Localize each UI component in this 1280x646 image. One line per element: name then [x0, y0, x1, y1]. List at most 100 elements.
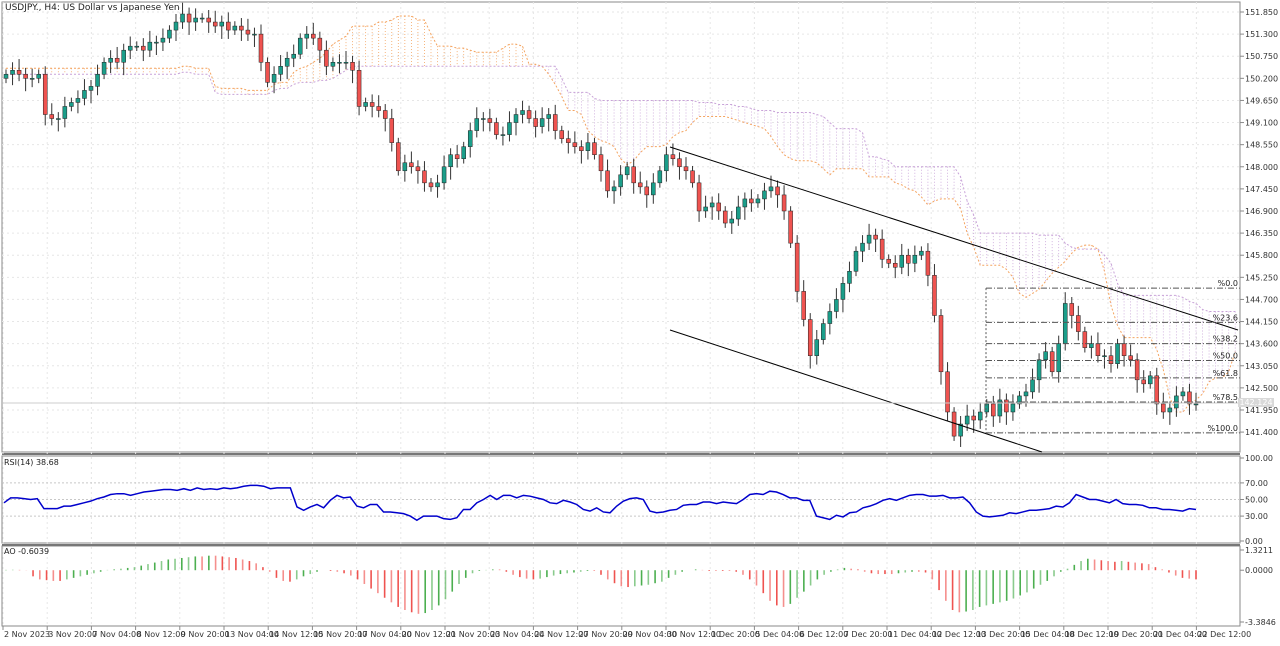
- candle-body: [252, 33, 257, 36]
- candle-body: [624, 166, 630, 176]
- candle-body: [1154, 375, 1160, 405]
- channel-lower-trendline[interactable]: [669, 329, 1043, 453]
- candle-body: [1141, 379, 1146, 385]
- candle-body: [448, 154, 453, 168]
- candle-body: [788, 210, 793, 244]
- candle-body: [736, 206, 741, 220]
- candle-body: [683, 166, 689, 172]
- time-axis-label: 24 Nov 12:00: [534, 630, 588, 639]
- candle-body: [1167, 407, 1173, 413]
- candle-body: [23, 74, 28, 79]
- candle-body: [892, 263, 898, 268]
- candle-body: [552, 114, 558, 131]
- candle-body: [1115, 343, 1120, 364]
- candle-body: [899, 254, 905, 268]
- channel-upper-trendline[interactable]: [669, 146, 1239, 331]
- candle-body: [631, 166, 636, 184]
- candle-body: [709, 202, 715, 208]
- candle-body: [507, 122, 512, 135]
- price-axis-label: 141.950: [1245, 406, 1278, 415]
- candle-body: [88, 86, 94, 91]
- fib-level-label: %100.0: [1207, 424, 1238, 433]
- candle-body: [441, 166, 447, 184]
- time-axis-label: 20 Nov 12:00: [402, 630, 456, 639]
- candle-body: [1062, 303, 1068, 344]
- price-axis-label: 149.100: [1245, 119, 1278, 128]
- candle-body: [1180, 391, 1186, 397]
- candle-body: [781, 194, 787, 212]
- candle-body: [618, 174, 623, 188]
- candle-body: [376, 106, 381, 111]
- candle-body: [559, 130, 565, 139]
- candle-body: [991, 403, 996, 417]
- price-axis-label: 146.350: [1245, 229, 1278, 238]
- candle-body: [696, 182, 702, 212]
- candle-body: [513, 114, 519, 123]
- fib-level-label: %61.8: [1213, 369, 1238, 378]
- candle-body: [239, 25, 244, 31]
- candle-body: [141, 45, 146, 51]
- time-axis-label: 6 Dec 12:00: [800, 630, 849, 639]
- candle-body: [722, 210, 728, 224]
- candle-body: [814, 339, 820, 356]
- candle-body: [1102, 355, 1107, 357]
- candle-body: [212, 21, 218, 27]
- candle-body: [1147, 375, 1153, 385]
- candle-body: [664, 154, 669, 172]
- time-axis-label: 2 Nov 2023: [4, 630, 50, 639]
- candle-body: [284, 57, 290, 67]
- candle-body: [1121, 343, 1127, 356]
- candle-body: [729, 218, 735, 224]
- price-axis-label: 149.650: [1245, 96, 1278, 105]
- candle-body: [219, 21, 225, 27]
- candle-body: [677, 158, 682, 168]
- candle-body: [494, 122, 499, 135]
- candle-body: [3, 74, 9, 79]
- candle-body: [108, 57, 113, 63]
- time-axis-label: 15 Nov 20:00: [313, 630, 367, 639]
- candle-body: [232, 25, 238, 31]
- candle-body: [958, 423, 963, 437]
- candle-body: [114, 57, 120, 63]
- candle-body: [134, 45, 140, 48]
- ichimoku-span-b: [6, 65, 1236, 312]
- time-axis-label: 19 Dec 20:00: [1109, 630, 1163, 639]
- candle-body: [598, 154, 604, 172]
- candle-body: [435, 182, 440, 188]
- candle-body: [297, 37, 303, 55]
- rsi-line: [3, 484, 1197, 522]
- candle-body: [56, 118, 61, 120]
- candle-body: [971, 415, 976, 421]
- price-axis-label: 144.700: [1245, 295, 1278, 304]
- candle-body: [637, 182, 643, 188]
- candle-body: [1128, 355, 1133, 360]
- candle-body: [886, 258, 891, 264]
- chart-title: USDJPY., H4: US Dollar vs Japanese Yen: [5, 3, 180, 13]
- candle-body: [925, 250, 931, 276]
- time-axis-label: 21 Nov 20:00: [446, 630, 500, 639]
- candle-body: [271, 74, 277, 83]
- candle-body: [409, 162, 414, 168]
- price-axis-label: 142.500: [1245, 384, 1278, 393]
- candle-body: [977, 411, 983, 421]
- candle-body: [840, 283, 846, 300]
- time-axis-label: 8 Nov 12:00: [137, 630, 186, 639]
- time-axis-label: 11 Dec 04:00: [888, 630, 942, 639]
- candle-body: [127, 45, 133, 51]
- ao-title: AO -0.6039: [4, 547, 50, 556]
- candle-body: [324, 49, 329, 67]
- time-axis-label: 21 Dec 04:00: [1153, 630, 1207, 639]
- candle-body: [801, 291, 806, 320]
- candle-body: [1089, 343, 1094, 348]
- fib-level-label: %38.2: [1213, 335, 1238, 344]
- candle-body: [454, 154, 460, 159]
- candle-body: [775, 186, 780, 196]
- price-axis-label: 148.550: [1245, 141, 1278, 150]
- candle-body: [1023, 391, 1029, 397]
- candle-body: [520, 110, 525, 115]
- price-axis-label: 147.450: [1245, 185, 1278, 194]
- candle-body: [997, 399, 1003, 417]
- candle-body: [827, 311, 833, 324]
